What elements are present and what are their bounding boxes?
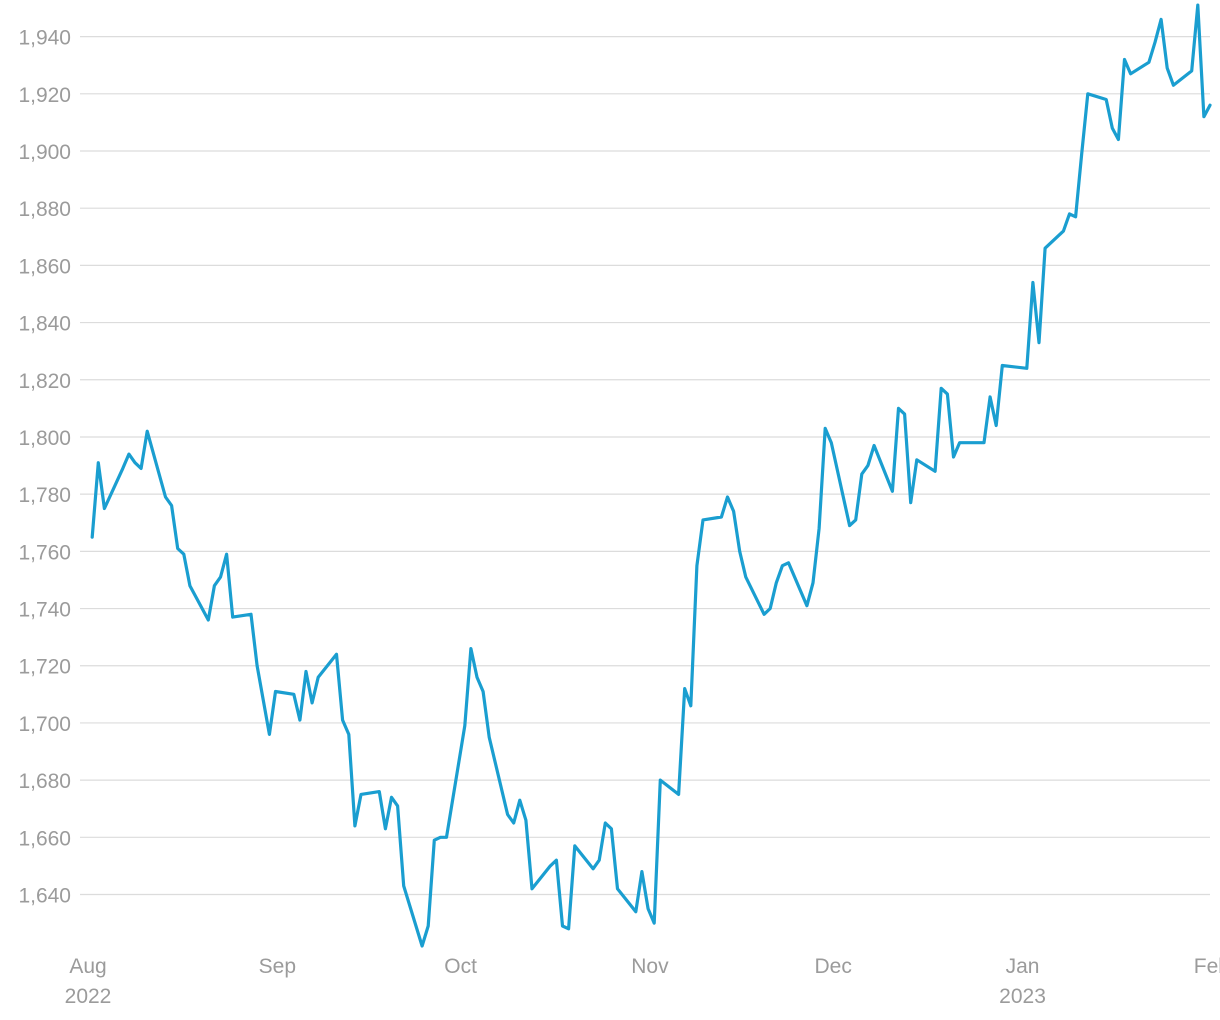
y-tick-label: 1,640	[18, 885, 71, 908]
y-gridlines	[80, 35, 1210, 896]
x-tick-label-month: Sep	[259, 955, 296, 978]
x-axis-tick-labels: Aug 2022 Sep Oct Nov Dec Jan 2023 Feb	[65, 955, 1220, 1008]
y-tick-label: 1,680	[18, 770, 71, 793]
y-tick-label: 1,800	[18, 427, 71, 450]
y-tick-label: 1,860	[18, 255, 71, 278]
y-tick-label: 1,940	[18, 27, 71, 50]
x-tick-label-month: Oct	[444, 955, 477, 978]
y-axis-tick-labels: 1,640 1,660 1,680 1,700 1,720 1,740 1,760 1,780…	[18, 27, 71, 908]
x-tick-label-month: Feb	[1194, 955, 1220, 978]
price-series-line	[90, 3, 1212, 948]
x-tick-label-year: 2022	[65, 985, 112, 1008]
y-tick-label: 1,780	[18, 484, 71, 507]
x-tick-label-month: Jan	[1006, 955, 1040, 978]
y-tick-label: 1,820	[18, 370, 71, 393]
y-tick-label: 1,660	[18, 827, 71, 850]
y-tick-label: 1,920	[18, 84, 71, 107]
y-tick-label: 1,880	[18, 198, 71, 221]
y-tick-label: 1,700	[18, 713, 71, 736]
x-tick-label-month: Nov	[631, 955, 669, 978]
y-tick-label: 1,760	[18, 541, 71, 564]
y-tick-label: 1,740	[18, 599, 71, 622]
y-tick-label: 1,840	[18, 313, 71, 336]
y-tick-label: 1,900	[18, 141, 71, 164]
x-tick-label-year: 2023	[999, 985, 1046, 1008]
x-tick-label-month: Dec	[815, 955, 852, 978]
y-tick-label: 1,720	[18, 656, 71, 679]
x-tick-label-month: Aug	[69, 955, 106, 978]
